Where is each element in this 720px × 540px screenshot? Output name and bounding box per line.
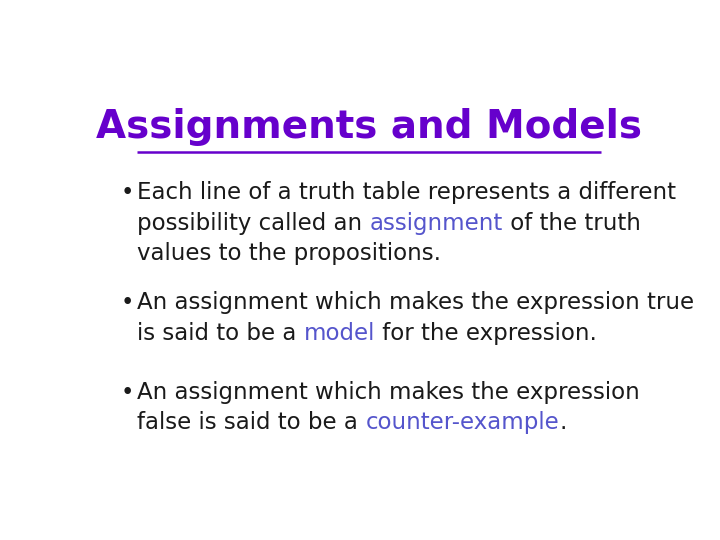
Text: assignment: assignment <box>370 212 503 234</box>
Text: possibility called an: possibility called an <box>138 212 370 234</box>
Text: model: model <box>304 322 375 345</box>
Text: An assignment which makes the expression: An assignment which makes the expression <box>138 381 640 404</box>
Text: is said to be a: is said to be a <box>138 322 304 345</box>
Text: •: • <box>121 381 134 404</box>
Text: values to the propositions.: values to the propositions. <box>138 242 441 265</box>
Text: for the expression.: for the expression. <box>375 322 598 345</box>
Text: .: . <box>559 411 567 434</box>
Text: •: • <box>121 181 134 204</box>
Text: Each line of a truth table represents a different: Each line of a truth table represents a … <box>138 181 676 204</box>
Text: counter-example: counter-example <box>366 411 559 434</box>
Text: An assignment which makes the expression true: An assignment which makes the expression… <box>138 292 695 314</box>
Text: Assignments and Models: Assignments and Models <box>96 109 642 146</box>
Text: of the truth: of the truth <box>503 212 641 234</box>
Text: •: • <box>121 292 134 314</box>
Text: false is said to be a: false is said to be a <box>138 411 366 434</box>
